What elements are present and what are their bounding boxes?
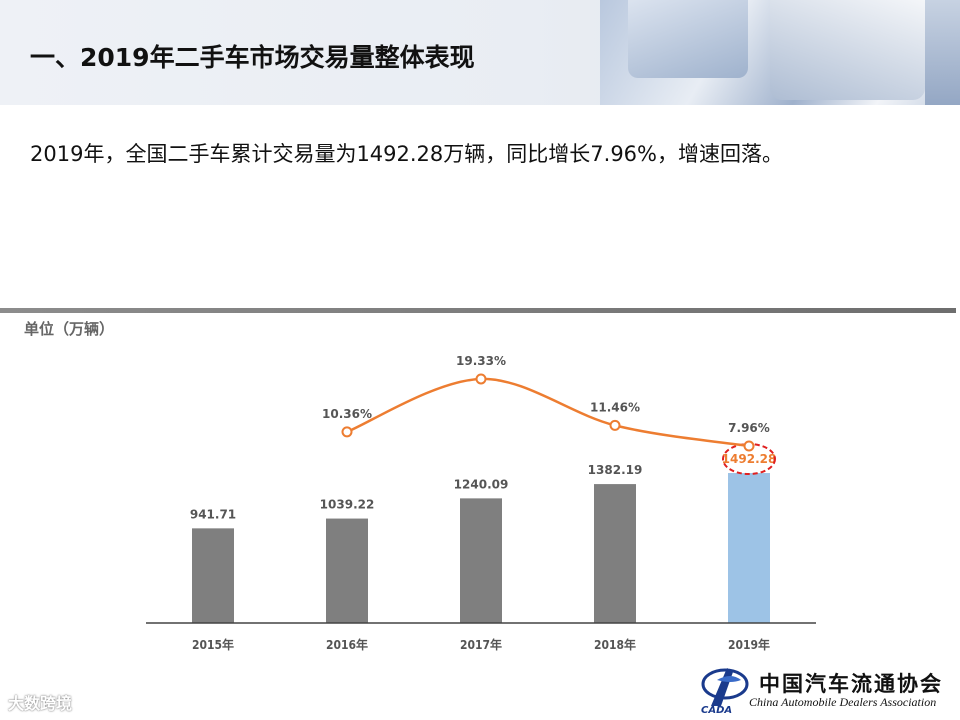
bar-2019年 — [728, 473, 770, 623]
growth-rate-point — [743, 440, 755, 452]
cada-logo-icon: CADA — [701, 668, 749, 714]
chart: 941.71 1039.22 1240.09 1382.19 1492.28 10.36… — [146, 354, 816, 652]
decorative-cube — [770, 0, 925, 100]
x-tick-label: 2016年 — [326, 637, 368, 652]
header-banner: 一、2019年二手车市场交易量整体表现 — [0, 0, 960, 105]
growth-rate-line — [346, 377, 750, 448]
growth-rate-point — [341, 426, 353, 438]
bar-2016年 — [326, 518, 368, 623]
decorative-cube — [925, 0, 960, 105]
bar-2017年 — [460, 498, 502, 623]
bar-value-label: 941.71 — [190, 507, 236, 521]
section-divider — [0, 308, 956, 313]
growth-rate-point — [475, 373, 487, 385]
summary-text: 2019年，全国二手车累计交易量为1492.28万辆，同比增长7.96%，增速回… — [30, 142, 783, 166]
x-tick-label: 2017年 — [460, 637, 502, 652]
logo-mark-text: CADA — [701, 705, 732, 714]
logo-english-name: China Automobile Dealers Association — [749, 695, 937, 709]
bar-value-label: 1382.19 — [588, 463, 643, 477]
growth-rate-label: 19.33% — [456, 354, 506, 368]
growth-rate-label: 10.36% — [322, 407, 372, 421]
bar-value-label: 1039.22 — [320, 498, 375, 512]
x-tick-label: 2015年 — [192, 637, 234, 652]
growth-rate-label: 7.96% — [728, 421, 770, 435]
cada-logo: CADA 中国汽车流通协会 China Automobile Dealers A… — [697, 660, 957, 716]
bar-value-label: 1492.28 — [722, 452, 777, 466]
growth-rate-point — [609, 419, 621, 431]
bar-2015年 — [192, 528, 234, 623]
x-tick-label: 2018年 — [594, 637, 636, 652]
watermark: 大数跨境 — [8, 694, 73, 713]
page-title: 一、2019年二手车市场交易量整体表现 — [30, 43, 475, 72]
decorative-cube — [628, 0, 748, 78]
growth-rate-label: 11.46% — [590, 400, 640, 414]
bar-value-label: 1240.09 — [454, 477, 509, 491]
bar-2018年 — [594, 484, 636, 623]
x-tick-label: 2019年 — [728, 637, 770, 652]
logo-chinese-name: 中国汽车流通协会 — [759, 671, 943, 696]
unit-label: 单位（万辆） — [24, 320, 115, 338]
